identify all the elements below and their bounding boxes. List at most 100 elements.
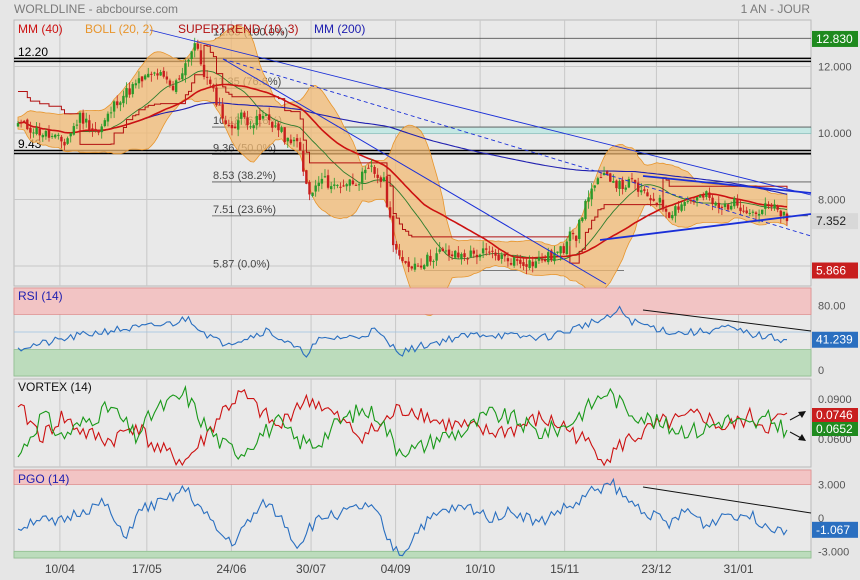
x-tick-label: 30/07 (296, 562, 326, 576)
candle-body (227, 124, 231, 126)
candle-body (509, 263, 513, 265)
x-tick-label: 15/11 (550, 562, 579, 576)
pgo-low-zone (13, 550, 812, 559)
candle-body (739, 207, 742, 212)
candle-body (47, 129, 51, 138)
candle-body (618, 180, 621, 190)
candle-body (602, 172, 606, 176)
candle-body (106, 113, 110, 122)
rsi-overbought-zone (13, 287, 812, 315)
candle-body (351, 180, 355, 185)
candle-body (267, 114, 271, 121)
candle-body (636, 182, 640, 192)
candle-body (342, 185, 345, 187)
price-trend-line (222, 58, 607, 285)
vortex-value: 0.0746 (816, 408, 853, 422)
candle-body (686, 201, 689, 203)
candle-body (97, 129, 100, 133)
candle-body (391, 215, 395, 246)
candle-body (193, 43, 196, 51)
candle-body (478, 254, 482, 258)
candle-body (757, 213, 761, 216)
candle-body (320, 178, 324, 184)
candle-body (72, 126, 76, 135)
price-y-tick-label: 10.000 (818, 128, 852, 140)
candle-body (714, 202, 717, 206)
candle-body (398, 250, 401, 256)
candle-body (537, 257, 541, 261)
candle-body (770, 204, 773, 207)
candle-body (729, 205, 733, 210)
candle-body (565, 241, 569, 254)
candle-body (131, 84, 134, 95)
candle-body (494, 252, 497, 256)
candle-body (500, 254, 503, 259)
pgo-title: PGO (14) (18, 472, 69, 486)
candle-body (354, 184, 358, 186)
candle-body (702, 195, 705, 198)
candle-body (246, 117, 249, 126)
candle-body (481, 248, 485, 254)
candle-body (44, 130, 48, 137)
candle-body (599, 177, 603, 179)
candle-body (153, 72, 156, 74)
candle-body (143, 75, 147, 80)
horizontal-level-label: 12.20 (18, 45, 48, 59)
price-legend-label: MM (40) (18, 22, 63, 36)
candle-body (450, 254, 454, 257)
mm40-line (17, 83, 788, 259)
candle-body (667, 212, 671, 218)
candle-body (171, 85, 175, 91)
candle-body (677, 206, 680, 210)
fibonacci-level-label: 5.87 (0.0%) (213, 258, 270, 270)
candle-body (283, 127, 286, 143)
candle-body (156, 73, 159, 76)
candle-body (423, 265, 426, 270)
candle-body (441, 248, 445, 252)
candle-body (88, 120, 91, 131)
candle-body (413, 263, 417, 270)
price-badge-gray (812, 213, 858, 230)
candle-body (475, 254, 479, 258)
price-badge-value: 7.352 (816, 214, 846, 228)
price-trend-line (599, 213, 812, 241)
candle-body (680, 204, 683, 211)
candle-body (472, 250, 476, 254)
candle-body (416, 265, 420, 267)
vortex-y-tick-label: 0.0600 (818, 434, 852, 446)
candle-body (630, 178, 634, 180)
candle-body (376, 174, 379, 178)
candle-body (286, 137, 289, 142)
candle-body (593, 185, 596, 188)
candle-body (323, 176, 327, 178)
vortex-value-badge-green (812, 422, 858, 436)
candle-body (454, 250, 457, 258)
candle-body (29, 127, 32, 133)
candle-body (317, 182, 320, 187)
candle-body (364, 169, 367, 174)
pgo-high-zone (13, 469, 812, 485)
candle-body (168, 80, 172, 85)
candle-body (764, 203, 767, 209)
candle-body (640, 190, 643, 193)
chart-title: WORLDLINE - abcbourse.com (14, 2, 179, 16)
candle-body (218, 104, 221, 106)
candle-body (258, 114, 262, 120)
candle-body (776, 205, 779, 210)
candle-body (754, 212, 758, 215)
candle-body (695, 197, 699, 201)
x-tick-label: 24/06 (216, 562, 246, 576)
candle-body (664, 208, 668, 212)
candle-body (463, 253, 466, 258)
candle-body (553, 252, 556, 262)
candle-body (159, 72, 162, 76)
candle-body (329, 186, 333, 190)
candle-body (779, 210, 782, 217)
candle-body (41, 135, 45, 138)
candle-body (274, 125, 277, 127)
candle-body (69, 133, 72, 137)
candle-body (395, 244, 398, 250)
candle-body (519, 259, 522, 264)
candle-body (280, 127, 283, 132)
candle-body (298, 142, 302, 151)
